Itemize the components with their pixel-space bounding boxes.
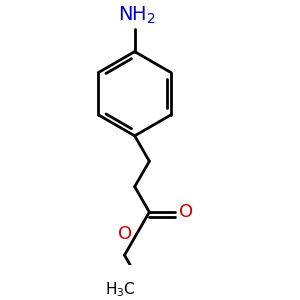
Text: O: O (179, 203, 194, 221)
Text: O: O (118, 225, 132, 243)
Text: NH$_2$: NH$_2$ (118, 4, 156, 26)
Text: H$_3$C: H$_3$C (105, 280, 135, 299)
